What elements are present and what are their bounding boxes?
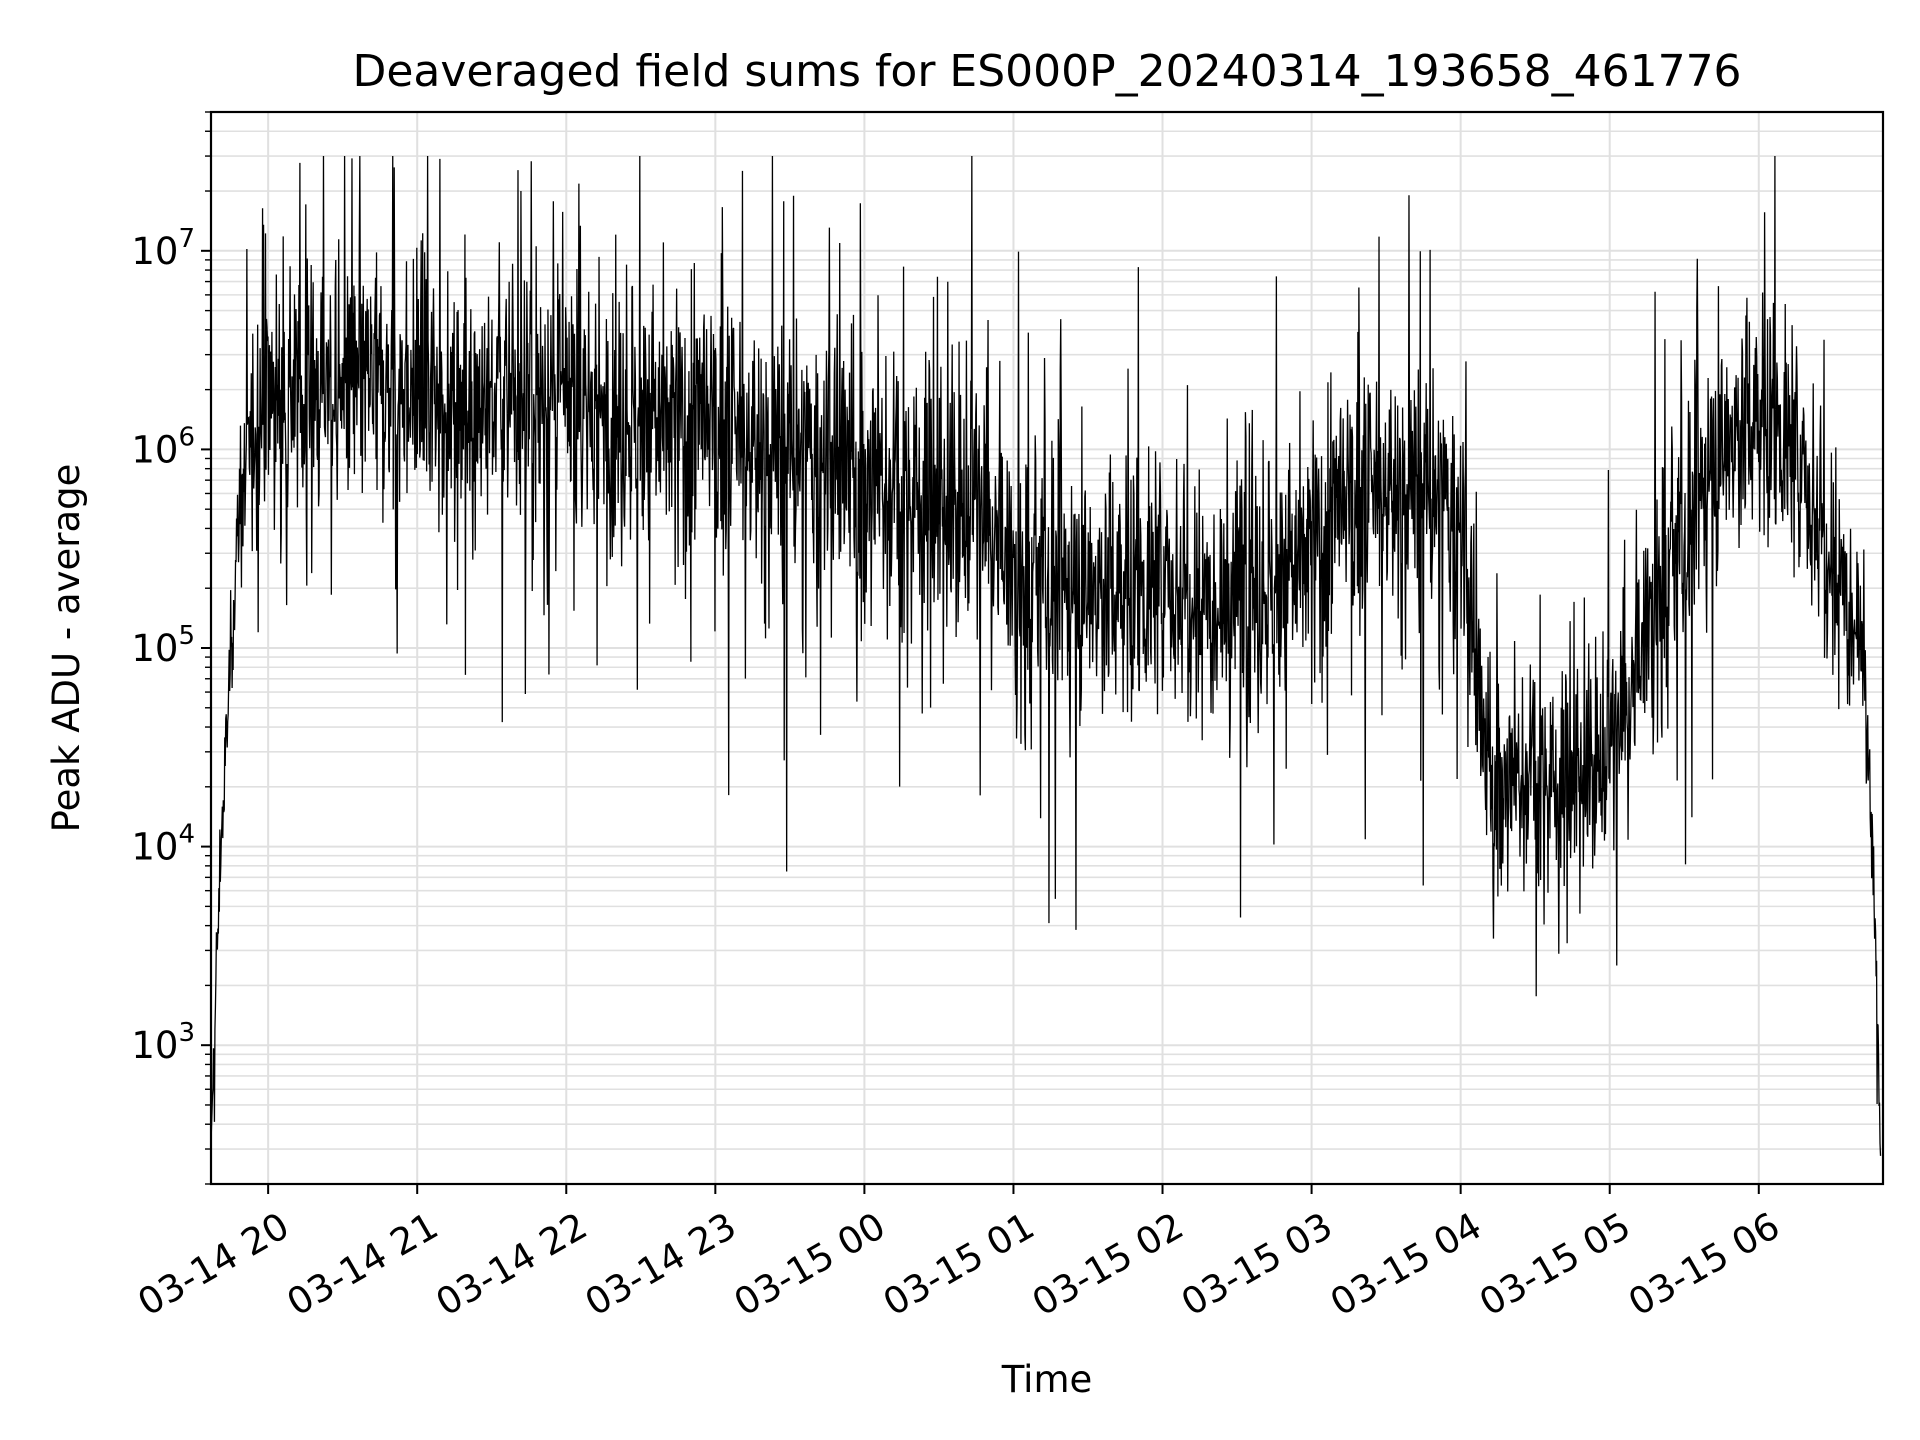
series-line — [210, 156, 1882, 1156]
y-axis: 103 104 105 106 107 — [131, 111, 211, 1185]
y-tick-label: 107 — [131, 224, 195, 273]
chart-title: Deaveraged field sums for ES000P_2024031… — [352, 46, 1741, 97]
x-axis-title: Time — [1001, 1358, 1093, 1401]
y-axis-title: Peak ADU - average — [45, 464, 88, 833]
y-tick-label: 103 — [131, 1018, 195, 1067]
y-tick-label: 106 — [131, 422, 195, 471]
y-tick-label: 104 — [131, 820, 195, 869]
y-tick-label: 105 — [131, 621, 195, 670]
series-group — [210, 156, 1882, 1156]
